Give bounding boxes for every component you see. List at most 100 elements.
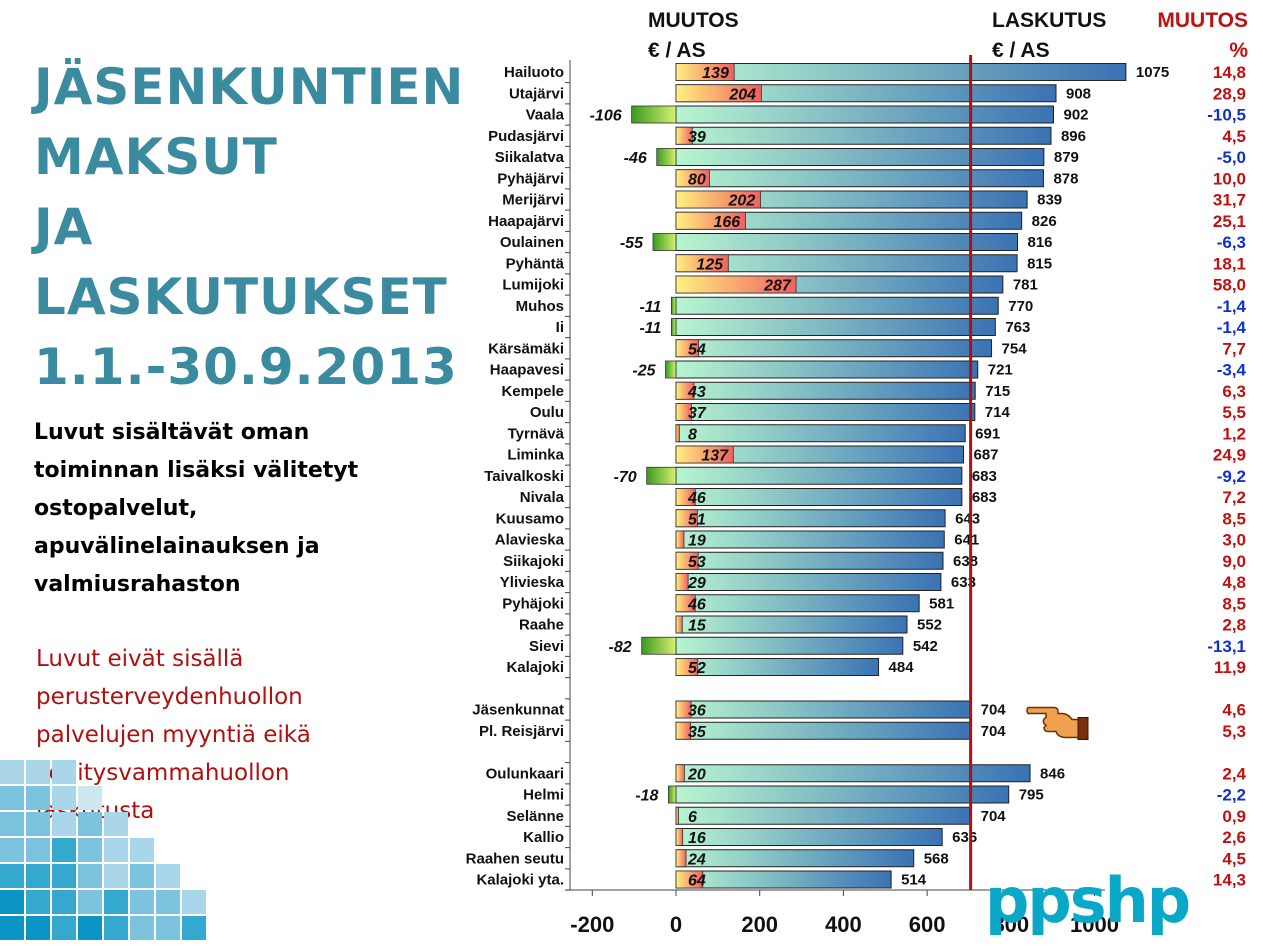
change-bar bbox=[675, 424, 680, 443]
row-label: Sievi bbox=[529, 638, 564, 655]
billing-value-label: 715 bbox=[985, 383, 1010, 400]
change-bar bbox=[675, 254, 729, 273]
mosaic-tile bbox=[78, 812, 102, 836]
pct-value-label: 1,2 bbox=[1222, 424, 1246, 443]
change-value-label: 37 bbox=[688, 405, 707, 422]
change-value-label: 39 bbox=[688, 129, 706, 146]
change-value-label: -55 bbox=[620, 235, 644, 252]
change-bar bbox=[675, 445, 734, 464]
row-label: Raahen seutu bbox=[466, 850, 564, 867]
pct-value-label: -9,2 bbox=[1217, 467, 1246, 486]
billing-bar bbox=[675, 509, 946, 528]
mosaic-tile bbox=[182, 890, 206, 914]
billing-bar bbox=[675, 849, 915, 868]
change-value-label: -106 bbox=[590, 108, 622, 125]
pct-value-label: 14,3 bbox=[1213, 871, 1246, 890]
row-label: Oulainen bbox=[500, 234, 564, 251]
billing-value-label: 846 bbox=[1040, 765, 1065, 782]
row-label: Lumijoki bbox=[502, 277, 564, 294]
mosaic-tile bbox=[26, 760, 50, 784]
row-label: Kalajoki bbox=[506, 659, 564, 676]
brand-logo: ppshp bbox=[985, 864, 1191, 937]
billing-value-label: 781 bbox=[1013, 277, 1038, 294]
mosaic-tile bbox=[130, 916, 154, 940]
hand-cuff bbox=[1077, 717, 1089, 740]
billing-bar bbox=[675, 700, 972, 719]
billing-value-label: 633 bbox=[951, 574, 976, 591]
mosaic-tile bbox=[182, 916, 206, 940]
x-tick-label: 400 bbox=[825, 912, 862, 937]
billing-bar bbox=[675, 658, 880, 676]
mosaic-tile bbox=[26, 864, 50, 888]
mosaic-tile bbox=[156, 864, 180, 888]
pct-value-label: -6,3 bbox=[1217, 233, 1246, 252]
change-value-label: 6 bbox=[688, 809, 697, 826]
hand-shape bbox=[1026, 706, 1081, 739]
change-value-label: 8 bbox=[688, 426, 697, 443]
change-bar bbox=[675, 721, 692, 740]
billing-value-label: 815 bbox=[1027, 255, 1052, 272]
billing-bar bbox=[675, 63, 1127, 81]
change-value-label: 51 bbox=[688, 511, 706, 528]
row-label: Pudasjärvi bbox=[488, 128, 564, 145]
row-label: Oulu bbox=[530, 404, 564, 421]
row-label: Merijärvi bbox=[502, 192, 564, 209]
billing-bar bbox=[675, 828, 943, 846]
billing-value-label: 1075 bbox=[1136, 64, 1169, 81]
change-value-label: 53 bbox=[688, 554, 706, 571]
change-value-label: 137 bbox=[701, 448, 729, 465]
row-label: Muhos bbox=[516, 298, 564, 315]
billing-value-label: 643 bbox=[955, 510, 980, 527]
change-value-label: 36 bbox=[688, 703, 706, 720]
x-tick-label: 200 bbox=[741, 912, 778, 937]
mosaic-tile bbox=[52, 760, 76, 784]
billing-value-label: 714 bbox=[985, 404, 1011, 421]
note-included: Luvut sisältävät oman toiminnan lisäksi … bbox=[34, 420, 359, 597]
change-value-label: 204 bbox=[728, 86, 756, 103]
change-bar bbox=[675, 806, 679, 825]
change-bar bbox=[675, 700, 692, 719]
row-label: Oulunkaari bbox=[486, 765, 564, 782]
change-value-label: 54 bbox=[688, 341, 706, 358]
pct-value-label: 8,5 bbox=[1222, 594, 1246, 613]
pct-value-label: 58,0 bbox=[1213, 276, 1246, 295]
billing-bar bbox=[675, 318, 996, 336]
billing-value-label: 754 bbox=[1002, 340, 1028, 357]
pct-value-label: -13,1 bbox=[1207, 637, 1246, 656]
pct-value-label: -2,2 bbox=[1217, 786, 1246, 805]
pct-value-label: 28,9 bbox=[1213, 84, 1246, 103]
pct-value-label: -1,4 bbox=[1217, 297, 1247, 316]
mosaic-tile bbox=[156, 916, 180, 940]
billing-value-label: 636 bbox=[952, 829, 977, 846]
pct-value-label: 8,5 bbox=[1222, 509, 1246, 528]
billing-bar bbox=[675, 148, 1045, 166]
pct-value-label: 10,0 bbox=[1213, 169, 1246, 188]
mosaic-tile bbox=[78, 890, 102, 914]
change-value-label: -70 bbox=[614, 469, 637, 486]
mosaic-tile bbox=[130, 838, 154, 862]
change-bar bbox=[670, 296, 677, 315]
mosaic-tile bbox=[0, 890, 24, 914]
change-bar bbox=[675, 84, 762, 103]
change-bar bbox=[675, 573, 689, 591]
billing-bar bbox=[675, 169, 1044, 188]
billing-bar bbox=[675, 403, 976, 421]
billing-value-label: 879 bbox=[1054, 149, 1079, 166]
pct-value-label: 3,0 bbox=[1222, 531, 1246, 550]
change-value-label: 80 bbox=[688, 171, 706, 188]
billing-value-label: 683 bbox=[972, 489, 997, 506]
pct-value-label: 24,9 bbox=[1213, 446, 1246, 465]
change-bar bbox=[675, 169, 710, 188]
mosaic-tile bbox=[26, 786, 50, 810]
pct-value-label: 11,9 bbox=[1214, 658, 1246, 677]
change-bar bbox=[675, 530, 685, 549]
pct-value-label: 9,0 bbox=[1222, 552, 1246, 571]
change-value-label: 15 bbox=[688, 618, 707, 635]
row-label: Pyhäntä bbox=[506, 255, 565, 272]
row-label: Utajärvi bbox=[509, 85, 564, 102]
change-bar bbox=[675, 190, 761, 209]
pct-value-label: 2,6 bbox=[1222, 828, 1246, 847]
pct-value-label: 5,3 bbox=[1222, 722, 1246, 741]
change-value-label: 139 bbox=[702, 65, 729, 82]
row-label: Hailuoto bbox=[504, 64, 564, 81]
